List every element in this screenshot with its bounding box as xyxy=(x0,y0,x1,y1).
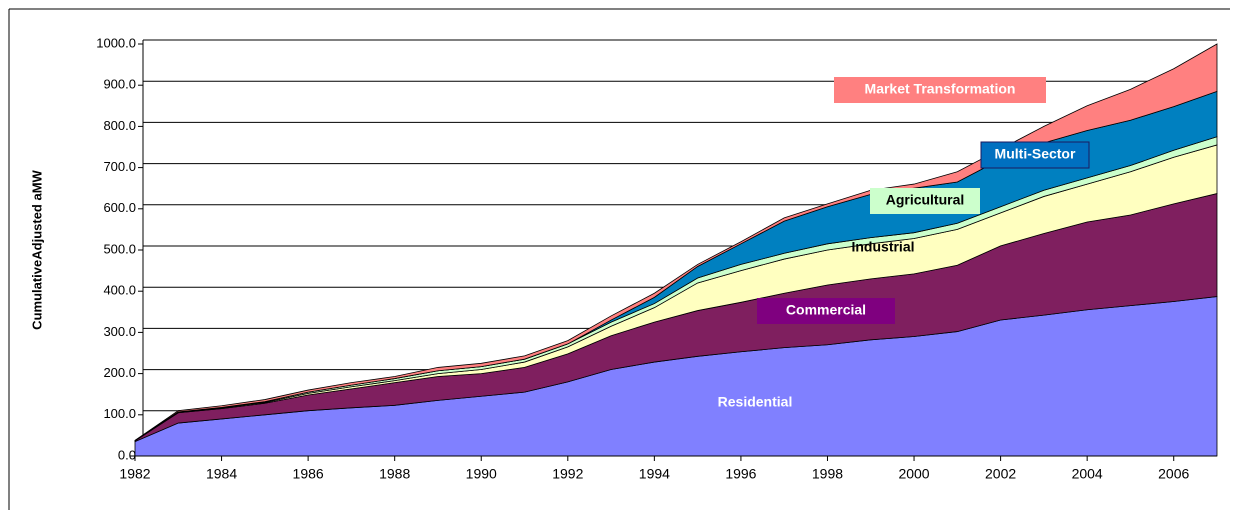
x-tick-label: 1998 xyxy=(812,466,843,482)
x-tick-label: 2006 xyxy=(1158,466,1189,482)
x-tick-label: 2000 xyxy=(898,466,929,482)
y-tick-label: 600.0 xyxy=(103,200,136,215)
y-tick-label: 700.0 xyxy=(103,159,136,174)
x-tick-label: 1990 xyxy=(466,466,497,482)
label-box xyxy=(834,77,1046,103)
series-label: Market Transformation xyxy=(865,81,1016,97)
y-tick-label: 800.0 xyxy=(103,118,136,133)
y-tick-label: 300.0 xyxy=(103,324,136,339)
y-tick-label: 900.0 xyxy=(103,77,136,92)
x-tick-label: 1984 xyxy=(206,466,237,482)
x-tick-label: 2002 xyxy=(985,466,1016,482)
x-tick-label: 1992 xyxy=(552,466,583,482)
x-tick-label: 1982 xyxy=(119,466,150,482)
series-label: Multi-Sector xyxy=(995,146,1076,162)
y-tick-label: 0.0 xyxy=(118,447,136,462)
series-label: Agricultural xyxy=(886,192,965,208)
x-tick-label: 1994 xyxy=(639,466,670,482)
label-box xyxy=(870,188,980,214)
y-tick-label: 100.0 xyxy=(103,406,136,421)
series-label: Residential xyxy=(718,394,793,410)
x-tick-label: 1988 xyxy=(379,466,410,482)
series-label: Industrial xyxy=(851,239,914,255)
x-tick-label: 2004 xyxy=(1072,466,1103,482)
y-tick-label: 1000.0 xyxy=(96,35,136,50)
label-box xyxy=(980,141,1090,169)
y-tick-label: 200.0 xyxy=(103,365,136,380)
y-tick-label: 400.0 xyxy=(103,283,136,298)
y-tick-label: 500.0 xyxy=(103,241,136,256)
series-label: Commercial xyxy=(786,302,866,318)
label-box xyxy=(757,298,895,324)
x-tick-label: 1986 xyxy=(293,466,324,482)
x-tick-label: 1996 xyxy=(725,466,756,482)
area xyxy=(134,43,1218,442)
y-axis-title: CumulativeAdjusted aMW xyxy=(29,169,44,329)
